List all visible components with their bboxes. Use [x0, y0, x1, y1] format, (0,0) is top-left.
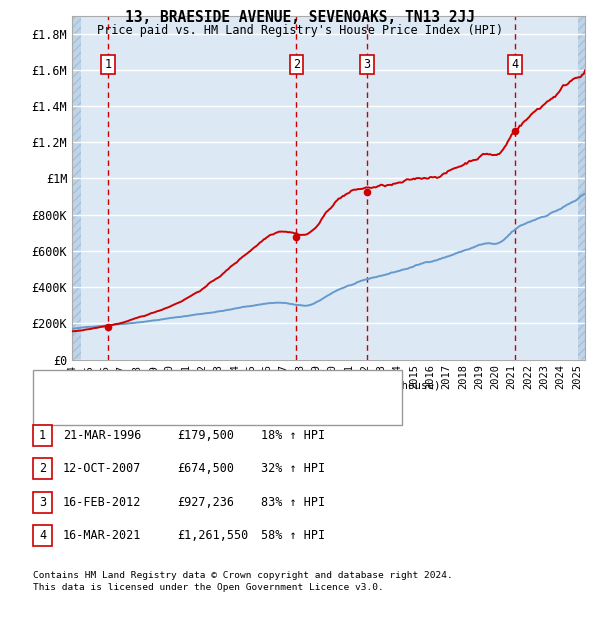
Bar: [72, 16, 81, 360]
Text: 16-FEB-2012: 16-FEB-2012: [63, 496, 142, 508]
Text: £179,500: £179,500: [177, 429, 234, 441]
Text: 4: 4: [39, 529, 46, 542]
Text: 32% ↑ HPI: 32% ↑ HPI: [261, 463, 325, 475]
Text: HPI: Average price, detached house, Sevenoaks: HPI: Average price, detached house, Seve…: [70, 407, 362, 417]
Text: 2: 2: [293, 58, 300, 71]
Text: 58% ↑ HPI: 58% ↑ HPI: [261, 529, 325, 542]
Text: This data is licensed under the Open Government Licence v3.0.: This data is licensed under the Open Gov…: [33, 583, 384, 592]
Bar: [578, 16, 595, 360]
Text: 12-OCT-2007: 12-OCT-2007: [63, 463, 142, 475]
Text: 2: 2: [39, 463, 46, 475]
Text: 13, BRAESIDE AVENUE, SEVENOAKS, TN13 2JJ (detached house): 13, BRAESIDE AVENUE, SEVENOAKS, TN13 2JJ…: [70, 380, 440, 390]
Text: 21-MAR-1996: 21-MAR-1996: [63, 429, 142, 441]
Text: 16-MAR-2021: 16-MAR-2021: [63, 529, 142, 542]
Text: £1,261,550: £1,261,550: [177, 529, 248, 542]
Text: £674,500: £674,500: [177, 463, 234, 475]
Text: 1: 1: [39, 429, 46, 441]
Text: ————: ————: [40, 379, 69, 391]
Text: 4: 4: [512, 58, 518, 71]
Text: Price paid vs. HM Land Registry's House Price Index (HPI): Price paid vs. HM Land Registry's House …: [97, 24, 503, 37]
Text: Contains HM Land Registry data © Crown copyright and database right 2024.: Contains HM Land Registry data © Crown c…: [33, 571, 453, 580]
Text: 1: 1: [104, 58, 112, 71]
Text: 83% ↑ HPI: 83% ↑ HPI: [261, 496, 325, 508]
Text: ————: ————: [40, 406, 69, 419]
Text: 3: 3: [39, 496, 46, 508]
Text: 3: 3: [364, 58, 371, 71]
Text: 18% ↑ HPI: 18% ↑ HPI: [261, 429, 325, 441]
Text: £927,236: £927,236: [177, 496, 234, 508]
Text: 13, BRAESIDE AVENUE, SEVENOAKS, TN13 2JJ: 13, BRAESIDE AVENUE, SEVENOAKS, TN13 2JJ: [125, 10, 475, 25]
